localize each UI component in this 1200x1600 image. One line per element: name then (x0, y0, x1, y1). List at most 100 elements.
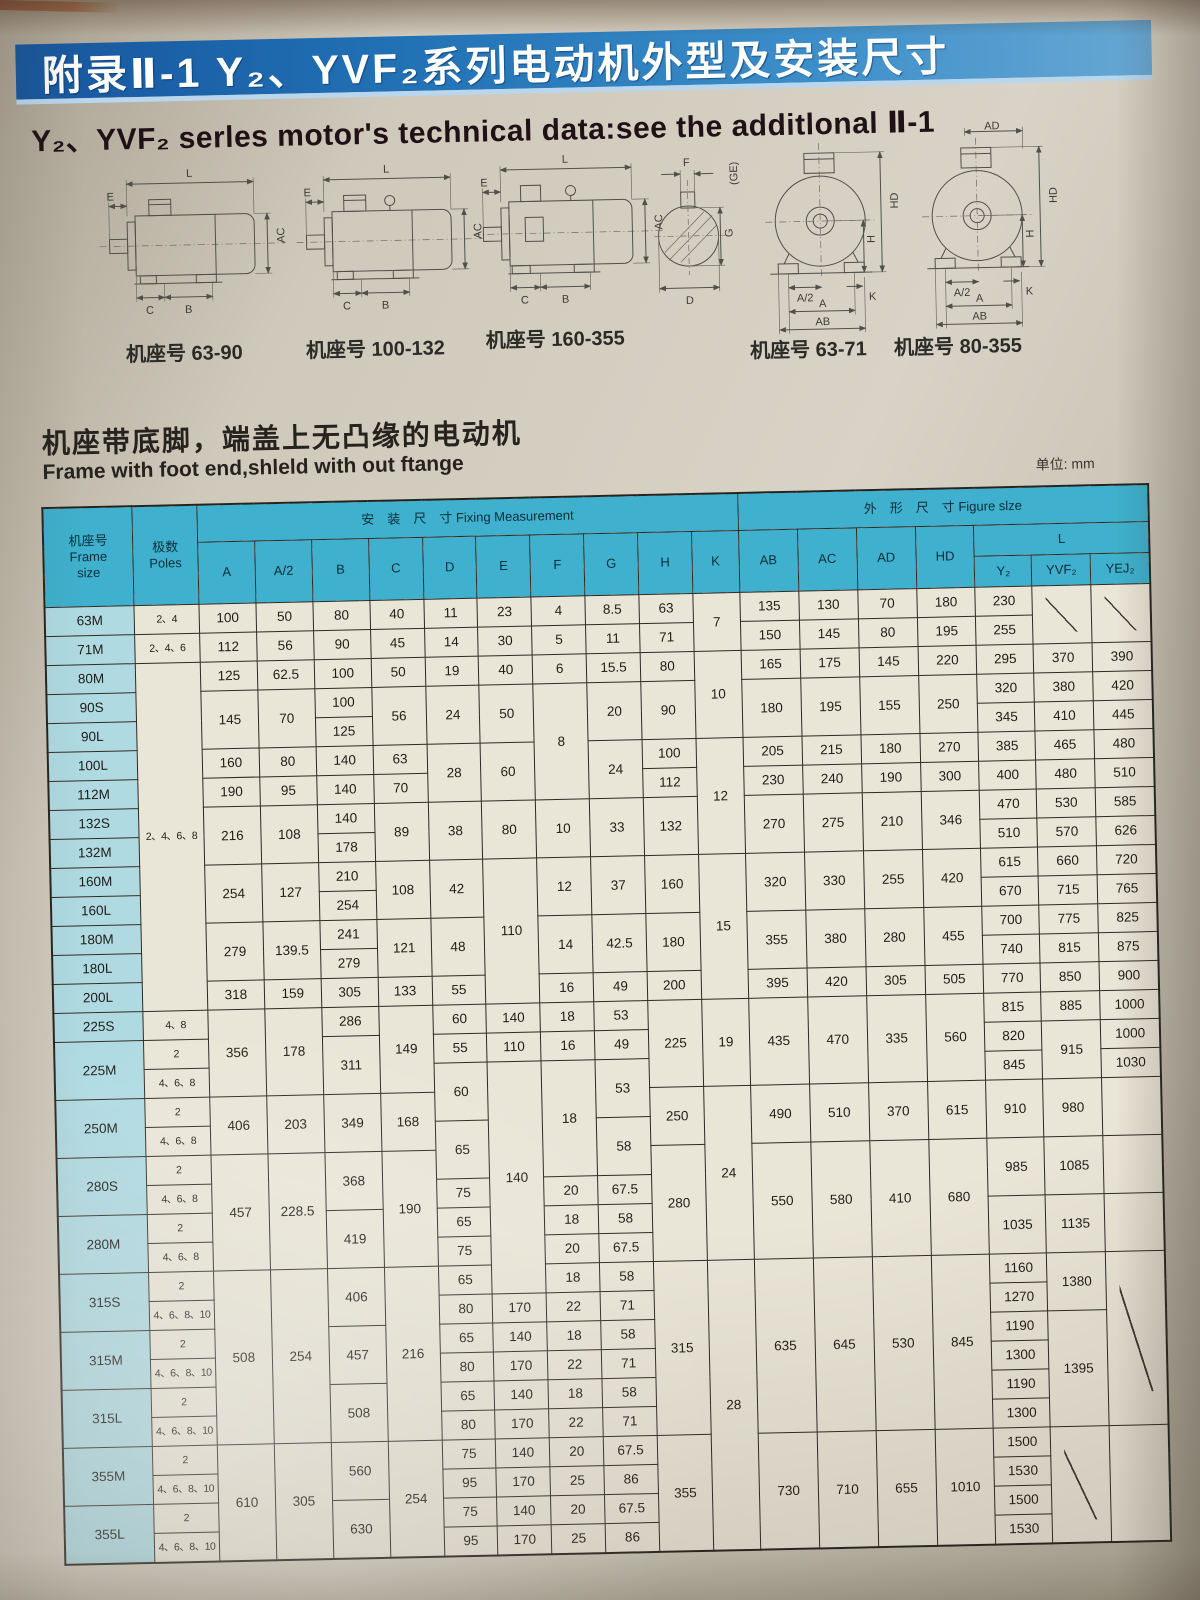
table-header-cell: YVF₂ (1031, 553, 1092, 587)
table-cell: 435 (748, 997, 810, 1086)
table-cell: 70 (257, 688, 316, 748)
table-cell: 70 (373, 773, 428, 804)
poles-cell: 2 (153, 1503, 220, 1534)
table-cell: 65 (436, 1207, 492, 1238)
poles-cell: 4、6、8 (145, 1126, 211, 1157)
table-cell: 380 (1034, 671, 1094, 703)
table-cell: 1160 (989, 1252, 1048, 1284)
table-cell: 60 (480, 741, 536, 802)
table-cell: 1010 (934, 1428, 997, 1546)
table-cell: 12 (536, 856, 592, 916)
table-cell: 48 (430, 917, 486, 977)
diagram-caption-80-355: 机座号 80-355 (893, 334, 1023, 360)
table-cell: 775 (1039, 903, 1099, 934)
motor-side-view-100-132-diagram: L E AC C B (296, 163, 485, 313)
table-cell: 65 (439, 1322, 494, 1354)
table-cell: 190 (381, 1150, 439, 1268)
table-cell: 20 (550, 1494, 606, 1525)
table-cell: 80 (312, 600, 371, 631)
table-cell: 510 (1094, 757, 1155, 788)
table-cell: 1035 (988, 1194, 1047, 1255)
table-header-cell: Y₂ (974, 555, 1033, 588)
table-cell: 318 (207, 979, 265, 1011)
frame-size-cell: 225M (53, 1040, 145, 1101)
table-cell: 585 (1095, 786, 1156, 817)
table-cell: 40 (478, 654, 534, 686)
table-cell: 410 (869, 1139, 931, 1257)
table-cell: 1300 (992, 1397, 1051, 1429)
table-cell: 50 (255, 601, 314, 632)
table-cell: 200 (647, 970, 702, 1001)
table-cell: 19 (701, 998, 751, 1087)
table-cell: 100 (198, 603, 257, 634)
table-cell: 53 (595, 1058, 651, 1118)
table-cell: 770 (983, 962, 1041, 994)
table-cell: 20 (545, 1233, 600, 1264)
table-cell: 670 (981, 875, 1040, 907)
table-cell: 203 (266, 1094, 325, 1154)
dim-label-GE: (GE) (728, 162, 741, 185)
table-cell: 18 (544, 1204, 599, 1235)
table-cell: 58 (596, 1116, 652, 1176)
table-cell: 254 (204, 863, 263, 924)
table-header-cell: YEJ₂ (1090, 552, 1151, 585)
table-cell: 560 (925, 993, 986, 1082)
poles-cell: 2 (144, 1097, 211, 1128)
table-header-cell: K (691, 530, 740, 594)
dim-label-B: B (382, 300, 390, 312)
table-cell: 885 (1040, 990, 1101, 1021)
diagram-caption-100-132: 机座号 100-132 (305, 337, 446, 363)
table-cell: 75 (437, 1236, 492, 1267)
diagram-caption-63-90: 机座号 63-90 (125, 341, 243, 367)
table-cell: 80 (481, 799, 537, 860)
dimensions-table: 机座号 Frame size 极数 Poles 安 装 尺 寸 Fixing Mea… (41, 482, 1173, 1566)
poles-cell: 2 (148, 1271, 215, 1302)
poles-cell: 4、6、8、10 (154, 1532, 220, 1563)
table-cell: 53 (593, 1000, 649, 1031)
table-cell: 420 (922, 848, 983, 908)
table-cell: 50 (370, 657, 426, 688)
table-cell: 845 (985, 1049, 1043, 1081)
table-cell: 250 (649, 1086, 705, 1146)
table-cell: 305 (320, 977, 379, 1008)
table-cell: 241 (319, 919, 378, 950)
poles-cell: 2、4、6、8 (135, 662, 208, 1012)
table-cell: 180 (645, 912, 701, 972)
table-cell: 25 (551, 1523, 606, 1555)
table-cell: 255 (863, 849, 924, 909)
table-cell: 180 (860, 733, 921, 764)
table-cell: 40 (369, 599, 425, 630)
table-cell: 510 (809, 1082, 870, 1143)
table-header-cell: HD (914, 525, 976, 589)
table-cell: 67.5 (597, 1174, 653, 1205)
table-cell: 145 (799, 618, 859, 650)
table-cell: 610 (217, 1443, 277, 1562)
table-cell: 1395 (1047, 1309, 1110, 1427)
table-cell: 270 (743, 794, 805, 854)
dim-label-HD: HD (889, 192, 901, 208)
poles-cell: 4、6、8 (147, 1242, 214, 1273)
table-cell: 112 (642, 767, 698, 798)
table-cell: 320 (745, 852, 806, 912)
table-cell: 635 (754, 1258, 817, 1434)
table-cell: 710 (816, 1430, 879, 1549)
table-cell: 455 (923, 906, 984, 966)
table-cell: 140 (495, 1437, 551, 1468)
table-cell: 110 (486, 1031, 542, 1063)
table-cell: 1500 (994, 1484, 1053, 1516)
table-cell: 1500 (993, 1426, 1052, 1458)
table-cell: 127 (261, 862, 320, 922)
table-cell: 71 (601, 1348, 656, 1379)
table-cell: 80 (259, 746, 317, 777)
table-cell: 22 (547, 1349, 603, 1380)
dim-label-F: F (683, 157, 690, 169)
table-cell: 254 (387, 1440, 445, 1558)
table-cell: 89 (374, 802, 430, 862)
table-cell: 67.5 (603, 1435, 658, 1466)
table-header-cell: AC (797, 527, 858, 592)
table-cell: 205 (742, 736, 803, 767)
table-cell: 457 (328, 1325, 387, 1385)
table-cell: 100 (314, 687, 373, 718)
table-cell: 95 (442, 1467, 497, 1499)
table-cell: 295 (976, 644, 1035, 675)
